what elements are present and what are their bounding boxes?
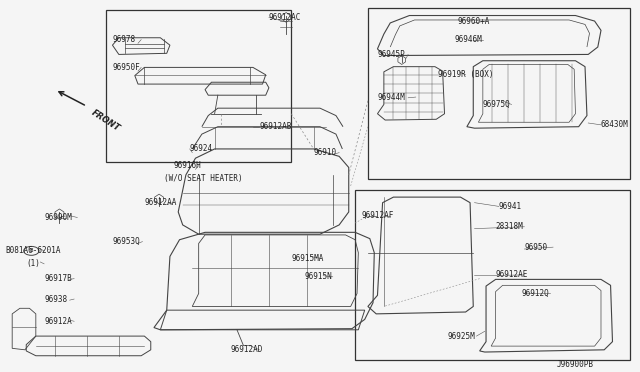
Text: 96916H: 96916H bbox=[173, 161, 201, 170]
Text: 96912AA: 96912AA bbox=[145, 198, 177, 207]
Text: 96912AC: 96912AC bbox=[269, 13, 301, 22]
Text: 96912Q: 96912Q bbox=[521, 289, 549, 298]
Text: 96946M: 96946M bbox=[454, 35, 482, 44]
Text: FRONT: FRONT bbox=[90, 108, 122, 133]
Text: 96912AE: 96912AE bbox=[495, 270, 528, 279]
Text: 96924: 96924 bbox=[189, 144, 213, 153]
Text: 96975Q: 96975Q bbox=[483, 100, 511, 109]
Text: 96978: 96978 bbox=[113, 35, 136, 44]
Text: 68430M: 68430M bbox=[601, 121, 628, 129]
Text: (W/O SEAT HEATER): (W/O SEAT HEATER) bbox=[164, 174, 242, 183]
Text: J96900PB: J96900PB bbox=[556, 360, 593, 369]
Text: 96925M: 96925M bbox=[448, 331, 476, 341]
Text: (1): (1) bbox=[26, 259, 40, 268]
Bar bbox=[368, 8, 630, 179]
Text: 96917B: 96917B bbox=[44, 274, 72, 283]
Text: 96938: 96938 bbox=[44, 295, 67, 304]
Bar bbox=[106, 10, 291, 162]
Text: 96953Q: 96953Q bbox=[113, 237, 140, 246]
Text: 96910: 96910 bbox=[314, 148, 337, 157]
Text: 96915MA: 96915MA bbox=[291, 254, 324, 263]
Text: 96912AF: 96912AF bbox=[362, 211, 394, 220]
Text: 96990M: 96990M bbox=[44, 213, 72, 222]
Text: 96941: 96941 bbox=[499, 202, 522, 211]
Text: 96919R (BOX): 96919R (BOX) bbox=[438, 70, 493, 79]
Text: 96945P: 96945P bbox=[378, 50, 405, 59]
Text: B: B bbox=[29, 248, 33, 253]
Text: 96912AD: 96912AD bbox=[230, 345, 263, 354]
Text: 96912A: 96912A bbox=[44, 317, 72, 326]
Text: 28318M: 28318M bbox=[495, 222, 524, 231]
Bar bbox=[355, 190, 630, 360]
Text: 96912AB: 96912AB bbox=[259, 122, 292, 131]
Text: 96950: 96950 bbox=[524, 243, 547, 251]
Text: 96915N: 96915N bbox=[304, 272, 332, 281]
Text: 96950F: 96950F bbox=[113, 63, 140, 72]
Text: 96960+A: 96960+A bbox=[458, 17, 490, 26]
Text: 96944M: 96944M bbox=[378, 93, 405, 102]
Text: B081A6-6201A: B081A6-6201A bbox=[6, 246, 61, 255]
